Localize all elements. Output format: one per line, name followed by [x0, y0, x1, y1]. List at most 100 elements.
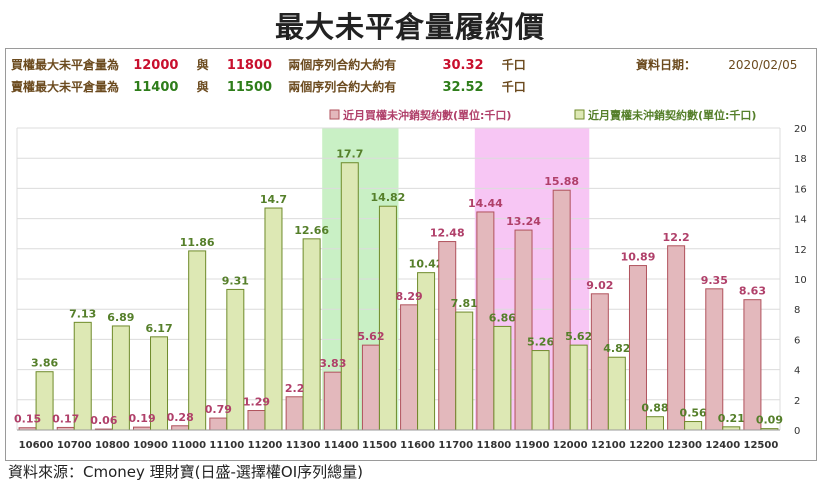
call-info-label: 買權最大未平倉量為: [11, 58, 120, 72]
put-total-unit: 千口: [501, 80, 526, 94]
call-value-label: 3.83: [319, 357, 346, 370]
x-tick-label: 10900: [133, 440, 168, 451]
call-bar: [438, 241, 457, 431]
put-bar: [531, 350, 550, 431]
y-tick-label: 14: [794, 215, 807, 226]
put-strike-2: 11500: [226, 80, 273, 95]
put-bar: [645, 416, 664, 431]
x-tick-label: 11500: [362, 440, 397, 451]
data-date-value: 2020/02/05: [728, 58, 798, 72]
x-tick-label: 11300: [286, 440, 321, 451]
x-tick-label: 12300: [667, 440, 702, 451]
x-tick-label: 11400: [324, 440, 359, 451]
put-value-label: 6.89: [107, 311, 134, 324]
call-bar: [171, 425, 190, 431]
call-value-label: 2.2: [285, 382, 305, 395]
call-bar: [323, 371, 342, 431]
put-value-label: 0.88: [641, 402, 668, 415]
call-total-unit: 千口: [501, 58, 526, 72]
y-tick-label: 2: [794, 396, 800, 407]
call-value-label: 1.29: [243, 396, 270, 409]
data-date-label: 資料日期：: [636, 58, 697, 72]
x-tick-label: 12200: [629, 440, 664, 451]
x-tick-label: 10800: [95, 440, 130, 451]
call-value-label: 12.2: [663, 231, 690, 244]
legend-label-put: 近月賣權未沖銷契約數(單位:千口): [588, 108, 756, 122]
put-info-label: 賣權最大未平倉量為: [11, 80, 120, 94]
call-bar: [552, 189, 571, 431]
put-value-label: 14.82: [371, 191, 406, 204]
call-value-label: 13.24: [506, 215, 541, 228]
chart-panel: 買權最大未平倉量為 12000 與 11800 兩個序列合約大約有 30.32 …: [5, 48, 817, 461]
call-value-label: 9.02: [586, 279, 613, 292]
call-value-label: 15.88: [544, 175, 579, 188]
y-tick-label: 4: [794, 366, 800, 377]
put-value-label: 7.13: [69, 307, 96, 320]
x-tick-label: 12400: [705, 440, 740, 451]
put-value-label: 5.62: [565, 330, 592, 343]
put-info-row: 賣權最大未平倉量為 11400 與 11500 兩個序列合約大約有 32.52 …: [11, 78, 526, 95]
x-tick-label: 11700: [438, 440, 473, 451]
call-value-label: 9.35: [701, 274, 728, 287]
call-value-label: 0.17: [52, 412, 79, 425]
call-value-label: 0.15: [14, 413, 41, 426]
call-value-label: 0.79: [205, 403, 232, 416]
call-bar: [514, 229, 533, 431]
y-tick-label: 20: [794, 124, 807, 135]
call-bar: [590, 293, 609, 431]
put-bar: [378, 205, 397, 431]
put-value-label: 12.66: [294, 224, 329, 237]
put-bar: [455, 311, 474, 431]
put-value-label: 6.86: [489, 311, 516, 324]
call-bar: [705, 288, 724, 431]
x-tick-label: 10700: [57, 440, 92, 451]
y-tick-label: 0: [794, 426, 800, 437]
put-value-label: 0.56: [680, 407, 707, 420]
page-title: 最大未平倉量履約價: [274, 10, 545, 44]
call-bar: [667, 245, 686, 431]
x-tick-label: 11600: [400, 440, 435, 451]
put-value-label: 10.42: [409, 258, 444, 271]
x-tick-label: 11200: [248, 440, 283, 451]
y-tick-label: 18: [794, 154, 807, 165]
x-tick-label: 10600: [19, 440, 54, 451]
y-tick-label: 6: [794, 335, 800, 346]
legend-label-call: 近月買權未沖銷契約數(單位:千口): [343, 108, 511, 122]
put-total-value: 32.52: [442, 80, 484, 95]
put-value-label: 7.81: [451, 297, 478, 310]
call-strike-2: 11800: [226, 58, 273, 73]
call-bar: [247, 410, 266, 431]
call-value-label: 5.62: [357, 330, 384, 343]
call-info-desc: 兩個序列合約大約有: [288, 58, 397, 72]
put-and: 與: [196, 80, 209, 94]
call-bar: [285, 396, 304, 431]
bar-chart: 0 2 4 6 8 10 12 14 16 18 20 0.15 3.86 10600 0.17 7.13 10…: [14, 108, 807, 451]
legend-swatch-call: [329, 109, 340, 120]
x-tick-label: 11100: [209, 440, 244, 451]
call-value-label: 8.29: [396, 290, 423, 303]
call-bar: [743, 299, 762, 431]
put-value-label: 14.7: [260, 193, 287, 206]
put-value-label: 3.86: [31, 357, 58, 370]
call-bar: [400, 304, 419, 431]
call-bar: [209, 417, 228, 431]
legend-swatch-put: [574, 109, 585, 120]
y-tick-label: 8: [794, 305, 800, 316]
x-tick-label: 11900: [515, 440, 550, 451]
put-bar: [607, 356, 626, 431]
call-bar: [361, 344, 380, 431]
put-value-label: 17.7: [336, 148, 363, 161]
put-strike-1: 11400: [133, 80, 179, 95]
put-info-desc: 兩個序列合約大約有: [288, 80, 397, 94]
x-tick-label: 11800: [476, 440, 511, 451]
x-tick-label: 12500: [744, 440, 779, 451]
call-info-row: 買權最大未平倉量為 12000 與 11800 兩個序列合約大約有 30.32 …: [11, 56, 526, 73]
put-value-label: 0.21: [718, 412, 745, 425]
put-bar: [188, 250, 207, 431]
x-tick-label: 11000: [171, 440, 206, 451]
call-strike-1: 12000: [133, 58, 179, 73]
call-total-value: 30.32: [442, 58, 484, 73]
call-value-label: 0.19: [128, 412, 155, 425]
y-tick-label: 12: [794, 245, 807, 256]
y-tick-label: 16: [794, 184, 807, 195]
